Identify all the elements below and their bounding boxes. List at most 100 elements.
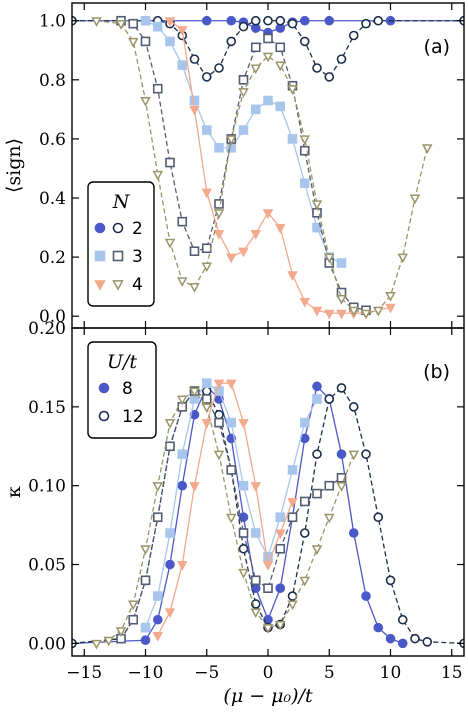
data-point: [262, 209, 274, 219]
data-point: [152, 21, 163, 32]
data-point: [312, 63, 322, 73]
data-point: [324, 394, 335, 404]
data-point: [360, 309, 372, 320]
data-point: [336, 258, 347, 268]
data-point: [128, 18, 139, 29]
data-point: [250, 528, 261, 538]
data-point: [127, 37, 139, 48]
data-point: [238, 247, 249, 258]
legend-label: 3: [132, 247, 143, 267]
data-point: [421, 144, 433, 154]
legend-entry: 4: [94, 275, 143, 295]
data-point: [336, 449, 347, 459]
legend-marker: [94, 250, 106, 262]
data-point: [238, 419, 249, 429]
data-point: [225, 253, 237, 264]
data-point: [214, 142, 224, 153]
data-point: [336, 383, 347, 393]
data-point: [299, 178, 310, 189]
data-point: [201, 262, 213, 273]
data-point: [299, 15, 310, 26]
data-point: [348, 30, 359, 41]
data-point: [287, 600, 298, 611]
data-point: [226, 417, 237, 428]
y-tick-label: 0.0: [39, 307, 66, 327]
data-point: [238, 75, 249, 85]
data-point: [336, 482, 347, 492]
legend: N2 3 4: [87, 181, 155, 307]
x-axis-label: (μ − μ₀)/t: [223, 685, 313, 707]
data-point: [312, 222, 322, 233]
data-point: [165, 157, 175, 168]
data-point: [274, 224, 286, 234]
data-point: [263, 95, 273, 106]
data-point: [189, 105, 200, 116]
data-point: [262, 52, 274, 63]
data-point: [373, 622, 384, 633]
legend-marker: [112, 280, 124, 291]
data-point: [287, 18, 298, 29]
x-tick-label: 0: [263, 663, 274, 683]
data-point: [213, 450, 225, 461]
data-point: [312, 394, 322, 404]
legend-marker: [94, 280, 106, 291]
data-point: [140, 635, 151, 646]
data-point: [311, 306, 323, 317]
data-point: [127, 600, 139, 611]
data-point: [312, 488, 322, 499]
data-point: [140, 622, 151, 633]
data-point: [103, 636, 115, 647]
data-point: [324, 480, 335, 491]
data-point: [165, 528, 175, 538]
data-point: [287, 271, 298, 281]
data-point: [250, 482, 262, 492]
data-point: [91, 17, 102, 27]
legend-entry: 12: [98, 407, 144, 427]
data-point: [238, 88, 249, 98]
series-4: [116, 15, 371, 316]
data-point: [348, 528, 359, 538]
data-point: [177, 216, 188, 227]
data-point: [397, 253, 409, 264]
data-point: [275, 42, 286, 53]
data-point: [385, 633, 396, 644]
data-point: [238, 543, 249, 554]
y-tick-label: 0.8: [39, 71, 66, 91]
data-point: [299, 496, 310, 507]
y-tick-label: 0.4: [39, 189, 66, 209]
data-point: [177, 449, 188, 459]
data-point: [275, 512, 286, 523]
y-axis-label: ⟨sign⟩: [3, 138, 25, 193]
legend-label: 8: [122, 379, 133, 399]
x-tick-label: 15: [441, 663, 463, 683]
y-tick-label: 0.6: [39, 130, 66, 150]
data-point: [140, 36, 151, 47]
data-point: [213, 229, 225, 240]
data-point: [361, 449, 371, 459]
data-point: [385, 291, 396, 302]
data-point: [348, 306, 360, 317]
plot-area: [72, 15, 464, 320]
legend-label: 12: [122, 407, 144, 427]
legend-title: U/t: [107, 351, 137, 373]
y-tick-label: 0.15: [28, 398, 66, 418]
data-point: [323, 309, 335, 320]
y-tick-label: 1.0: [39, 12, 66, 32]
legend-marker: [98, 410, 110, 422]
data-point: [165, 559, 175, 570]
data-point: [201, 15, 212, 26]
x-tick-label: −10: [128, 663, 164, 683]
series-line: [157, 382, 294, 636]
data-point: [226, 433, 237, 444]
y-tick-label: 0.05: [28, 556, 66, 576]
data-point: [299, 36, 310, 47]
data-point: [201, 419, 213, 429]
y-tick-label: 0.10: [28, 477, 66, 497]
ticks: [72, 3, 464, 328]
data-point: [410, 633, 420, 644]
data-point: [165, 441, 175, 452]
legend-marker: [94, 222, 106, 234]
series-6: [91, 387, 360, 650]
data-point: [152, 591, 163, 601]
data-point: [201, 72, 212, 82]
